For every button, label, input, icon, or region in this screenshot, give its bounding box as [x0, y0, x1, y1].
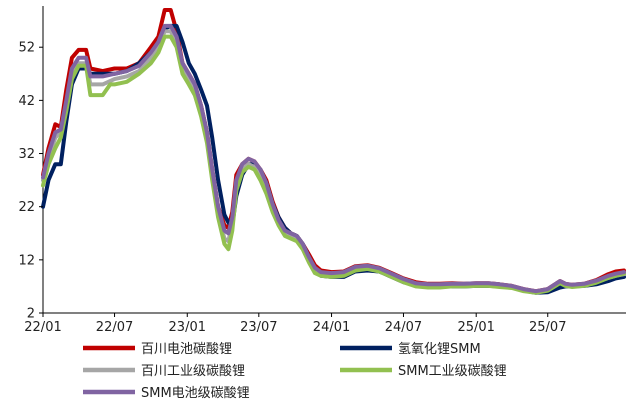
y-tick-label: 22: [18, 200, 35, 215]
legend-label-4: SMM工业级碳酸锂: [398, 364, 507, 379]
legend-label-1: 百川电池碳酸锂: [141, 342, 232, 357]
chart-legend: 百川电池碳酸锂 氢氧化锂SMM 百川工业级碳酸锂 SMM工业级碳酸锂 SMM电池级碳酸锂: [83, 342, 507, 401]
x-tick-label: 23/07: [240, 320, 277, 335]
series-line-5: [41, 23, 626, 294]
y-tick-label: 52: [18, 41, 35, 56]
x-tick-label: 25/07: [529, 320, 566, 335]
y-tick-label: 42: [18, 94, 35, 109]
x-tick-label: 22/07: [96, 320, 133, 335]
y-tick-label: 32: [18, 147, 35, 162]
legend-label-5: SMM电池级碳酸锂: [141, 386, 250, 401]
x-tick-label: 24/01: [313, 320, 350, 335]
y-tick-labels: 2 12 22 32 42 52: [18, 41, 43, 322]
x-tick-label: 24/07: [385, 320, 422, 335]
legend-label-2: 氢氧化锂SMM: [398, 342, 481, 357]
x-tick-label: 23/01: [169, 320, 206, 335]
series-line-1: [41, 8, 626, 294]
series-layer: [41, 8, 626, 295]
chart-axes: [42, 6, 626, 314]
x-tick-label: 22/01: [24, 320, 61, 335]
legend-label-3: 百川工业级碳酸锂: [141, 364, 245, 379]
y-tick-label: 12: [18, 253, 35, 268]
y-tick-label: 2: [27, 307, 35, 322]
x-tick-label: 25/01: [457, 320, 494, 335]
x-tick-labels: 22/01 22/07 23/01 23/07 24/01 24/07 25/01 25/07: [24, 313, 566, 335]
series-line-4: [41, 34, 626, 295]
